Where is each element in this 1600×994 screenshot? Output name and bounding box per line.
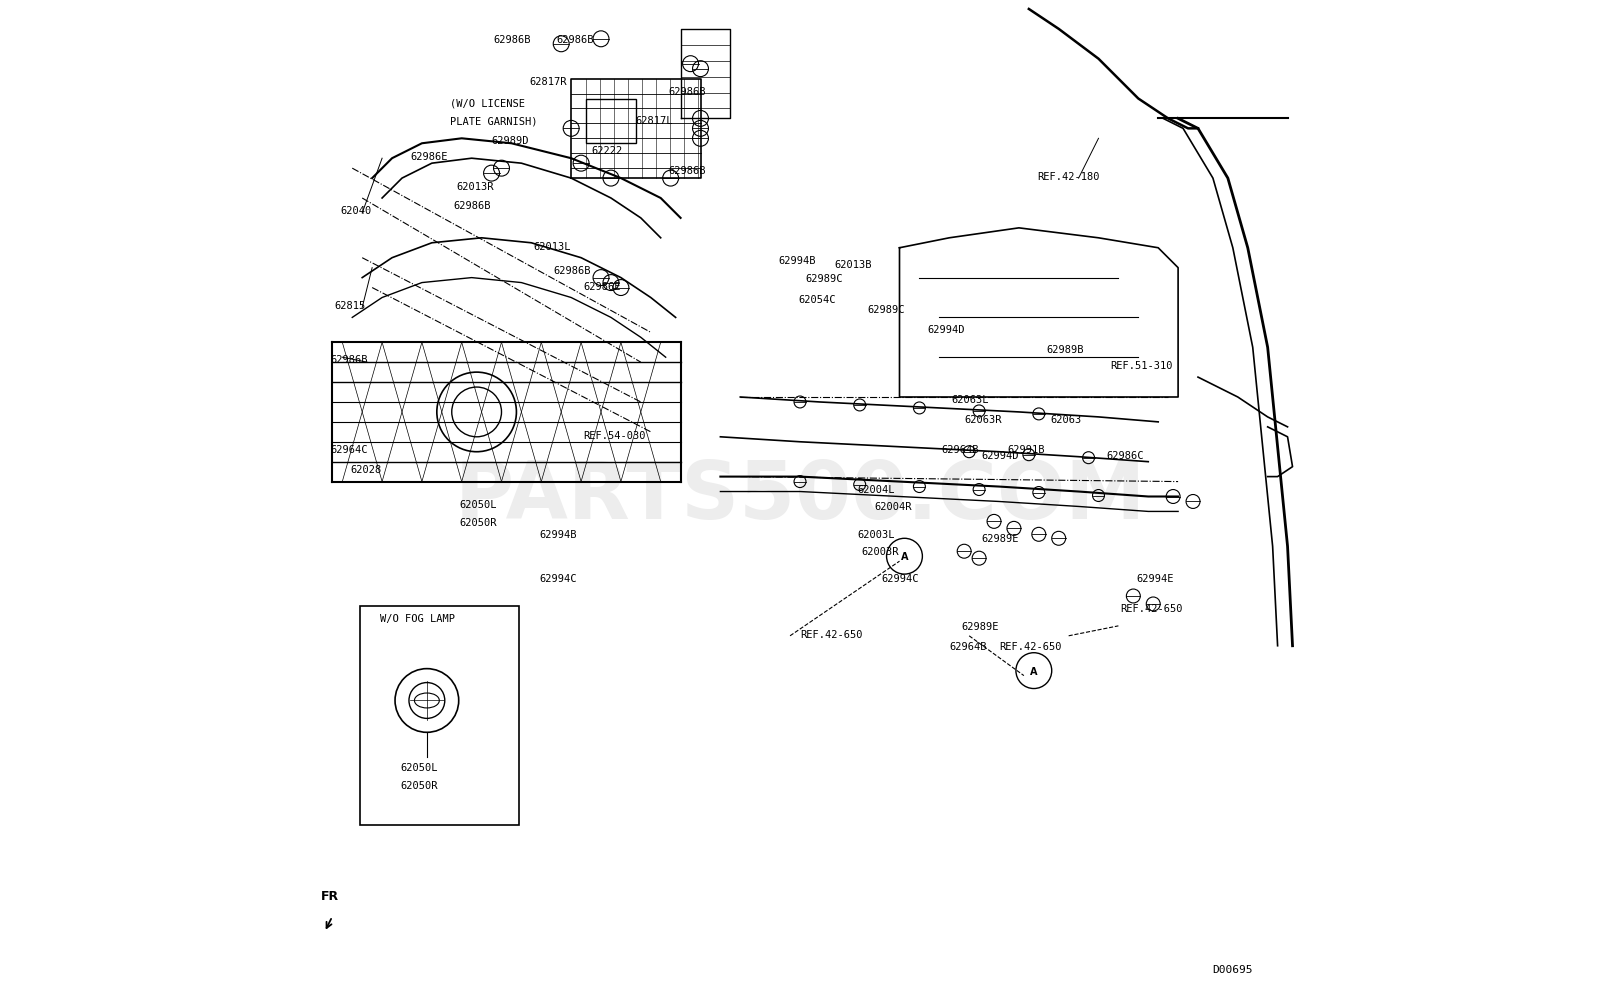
Text: (W/O LICENSE: (W/O LICENSE [450,98,525,108]
Text: 62004L: 62004L [858,484,896,494]
Text: 62063L: 62063L [952,395,989,405]
Text: W/O FOG LAMP: W/O FOG LAMP [381,613,454,623]
Text: 62964B: 62964B [941,444,979,454]
Text: 62003L: 62003L [858,530,896,540]
Text: 62989E: 62989E [981,534,1019,544]
Text: 62013L: 62013L [533,242,571,251]
Text: 62054C: 62054C [798,295,835,305]
Text: 62986B: 62986B [669,166,706,176]
Text: 62989C: 62989C [805,273,843,283]
Text: 62986E: 62986E [582,281,621,291]
Text: 62964B: 62964B [949,641,987,651]
Bar [586,99,635,144]
Text: 62063R: 62063R [965,414,1002,424]
Text: A: A [1030,666,1037,676]
Text: 62986C: 62986C [1107,450,1144,460]
Text: REF.51-310: REF.51-310 [1110,361,1173,371]
Text: 62050R: 62050R [459,518,498,528]
Text: REF.54-030: REF.54-030 [582,430,645,440]
Text: 62986B: 62986B [557,35,594,45]
Text: REF.42-650: REF.42-650 [800,629,862,639]
Text: 62986B: 62986B [330,355,368,365]
Text: 62994C: 62994C [539,574,578,583]
Text: 62050R: 62050R [400,780,437,790]
Text: 62050L: 62050L [400,762,437,772]
Text: 62994B: 62994B [778,255,816,265]
Text: 62986B: 62986B [669,86,706,96]
Text: 62989B: 62989B [1046,345,1085,355]
Text: 62003R: 62003R [862,547,899,557]
Text: PARTS500.COM: PARTS500.COM [454,458,1146,536]
Text: REF.42-650: REF.42-650 [998,641,1061,651]
Text: 62989D: 62989D [491,136,530,146]
Text: FR: FR [320,890,339,903]
Text: 62028: 62028 [350,464,381,474]
Text: REF.42-180: REF.42-180 [1037,172,1099,182]
Text: A: A [901,552,909,562]
Text: D00695: D00695 [1213,964,1253,974]
Text: 62817R: 62817R [530,77,566,86]
Text: PLATE GARNISH): PLATE GARNISH) [450,116,538,126]
Text: REF.42-650: REF.42-650 [1120,603,1182,613]
Bar [360,606,520,825]
Text: 62989E: 62989E [962,621,998,631]
Text: 62994D: 62994D [981,450,1019,460]
Text: 62989C: 62989C [867,305,906,315]
Text: 62986B: 62986B [454,201,491,211]
Text: 62050L: 62050L [459,500,498,510]
Text: 62063: 62063 [1051,414,1082,424]
Text: 62815: 62815 [334,301,365,311]
Text: 62986B: 62986B [554,265,590,275]
Text: 62222: 62222 [590,146,622,156]
Text: 62994D: 62994D [928,325,965,335]
Text: 62013B: 62013B [835,259,872,269]
Text: 62013R: 62013R [456,182,494,192]
Text: 62994B: 62994B [539,530,578,540]
Text: 62991B: 62991B [1006,444,1045,454]
Text: 62986B: 62986B [493,35,531,45]
Text: 62004R: 62004R [875,502,912,512]
Text: 62994E: 62994E [1136,574,1174,583]
Text: 62040: 62040 [341,206,371,216]
Text: 62964C: 62964C [330,444,368,454]
Text: 62986E: 62986E [410,152,448,162]
Text: 62994C: 62994C [882,574,918,583]
Text: 62817L: 62817L [635,116,674,126]
